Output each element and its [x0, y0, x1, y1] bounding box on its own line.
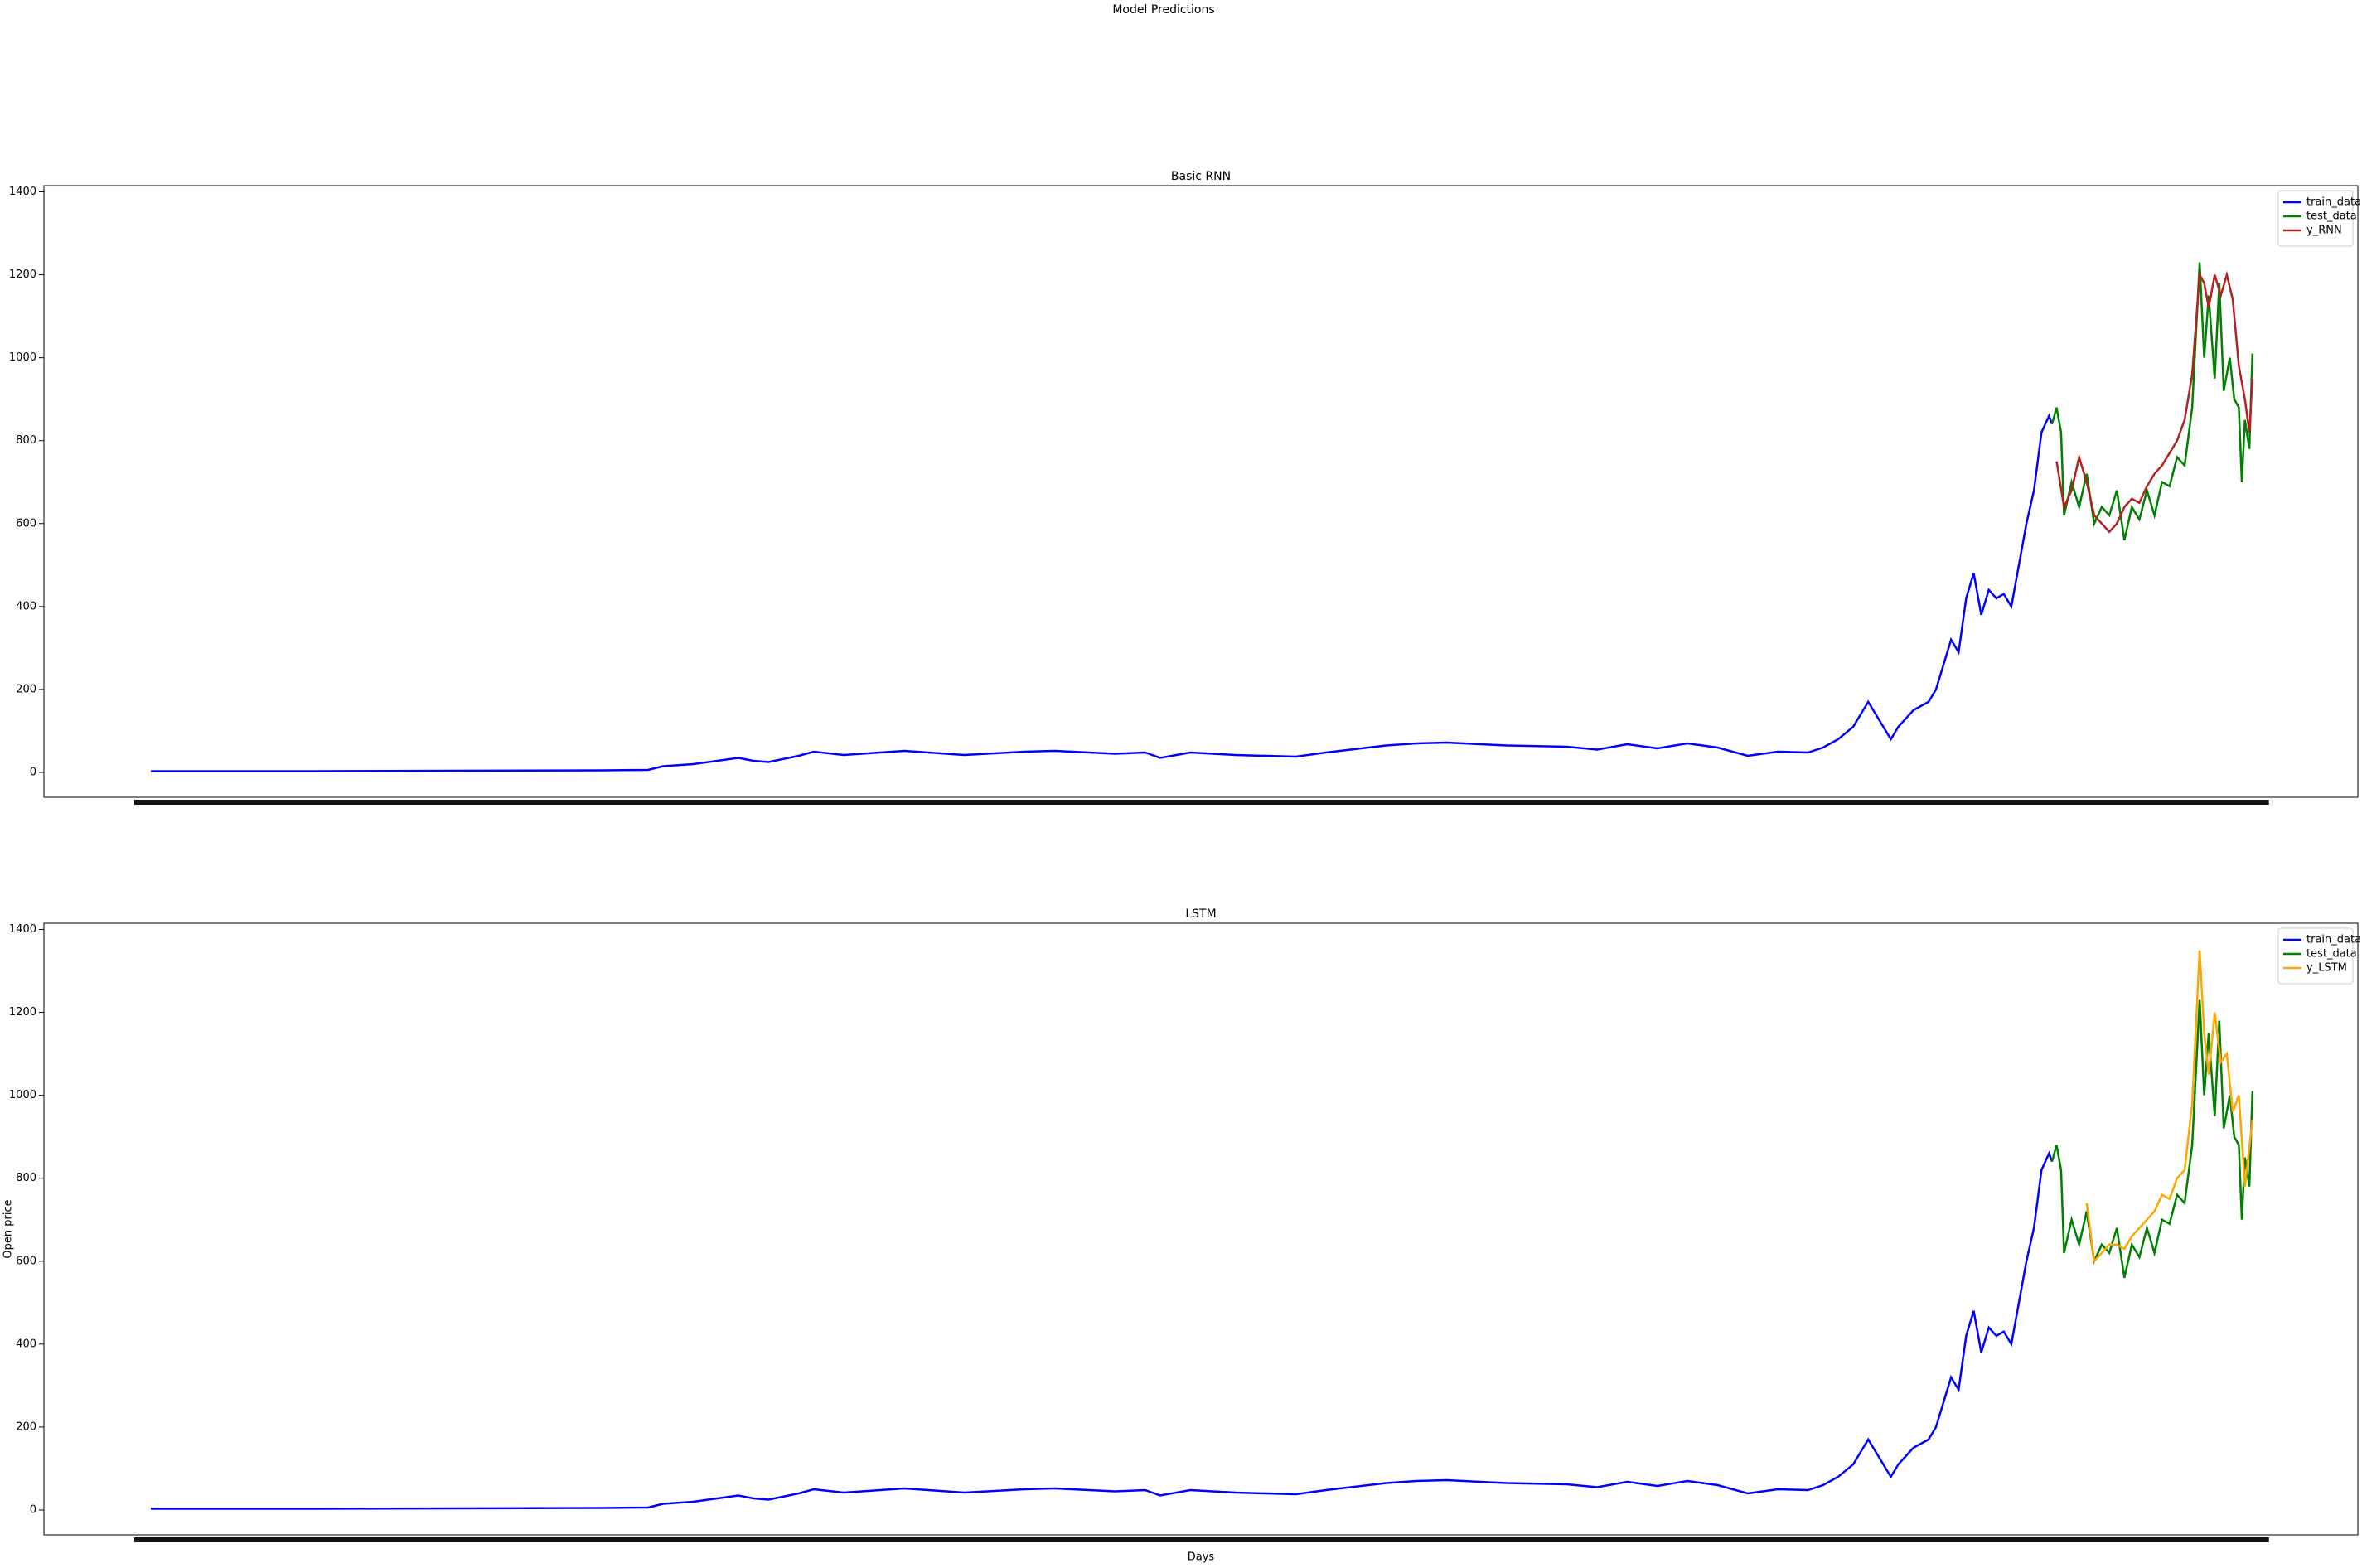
y-tick-label: 0	[30, 1503, 36, 1516]
y-axis-label: Open price	[2, 1199, 15, 1258]
series-line	[2085, 950, 2254, 1264]
y-tick-label: 200	[16, 1420, 36, 1433]
x-tick-band	[134, 800, 2269, 805]
series-line	[2055, 270, 2254, 534]
x-axis-label: Days	[1188, 1551, 1215, 1564]
y-tick-label: 1200	[9, 1006, 36, 1019]
series-line	[151, 1150, 2054, 1510]
y-tick-label: 600	[16, 1255, 36, 1267]
plot-frame	[43, 185, 2359, 798]
y-tick-label: 1400	[9, 186, 36, 198]
figure-title: Model Predictions	[1112, 3, 1214, 17]
y-tick-label: 600	[16, 517, 36, 530]
y-tick-label: 400	[16, 1338, 36, 1350]
series-line	[2050, 999, 2254, 1279]
x-tick-band	[134, 1537, 2269, 1542]
legend-label: y_RNN	[2306, 225, 2342, 237]
chart-title: Basic RNN	[1171, 170, 1231, 183]
y-tick-label: 1400	[9, 923, 36, 936]
y-tick-label: 800	[16, 434, 36, 447]
y-tick-label: 1200	[9, 269, 36, 281]
legend-label: test_data	[2306, 948, 2357, 961]
legend-label: train_data	[2306, 196, 2361, 209]
legend-label: y_LSTM	[2306, 962, 2347, 975]
y-tick-label: 0	[30, 766, 36, 778]
y-tick-label: 400	[16, 600, 36, 612]
y-tick-label: 1000	[9, 351, 36, 364]
y-tick-label: 800	[16, 1172, 36, 1184]
legend-label: train_data	[2306, 934, 2361, 946]
series-line	[151, 413, 2054, 772]
legend-label: test_data	[2306, 211, 2357, 223]
legend-box	[2277, 927, 2354, 985]
plot-frame	[43, 922, 2359, 1536]
legend-box	[2277, 190, 2354, 247]
series-line	[2050, 262, 2254, 541]
y-tick-label: 1000	[9, 1089, 36, 1101]
y-tick-label: 200	[16, 683, 36, 695]
chart-title: LSTM	[1185, 907, 1216, 921]
